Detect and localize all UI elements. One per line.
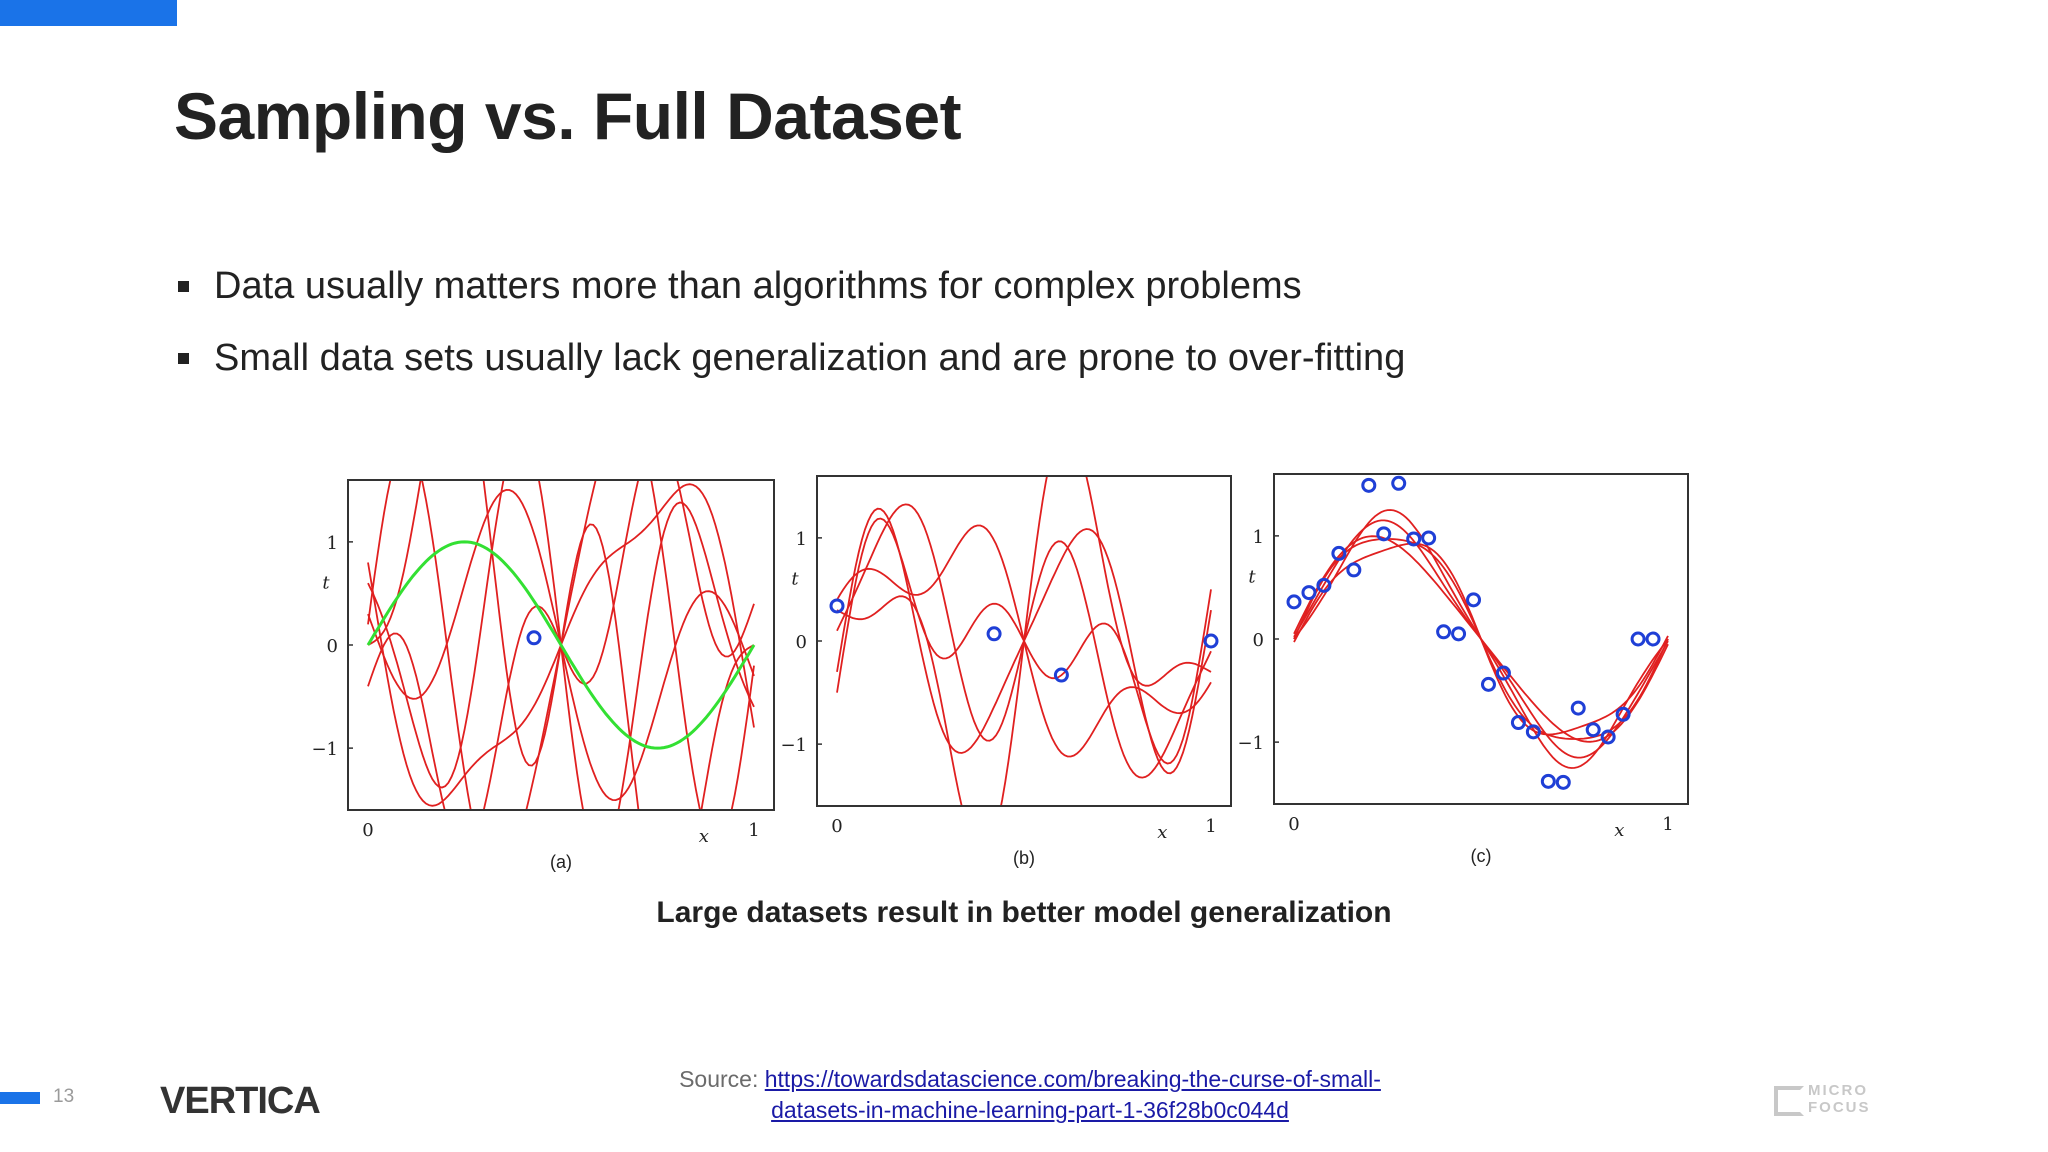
panel-label: (c) <box>1471 846 1492 866</box>
chart-panel: 1 0 −1 t 0 1 x (c) <box>1237 473 1689 866</box>
data-point <box>1451 626 1467 642</box>
x-tick-label: 1 <box>748 820 759 841</box>
data-point <box>1053 667 1069 683</box>
bottom-accent-bar <box>0 1092 40 1104</box>
panel-label: (b) <box>1013 848 1035 868</box>
bullet-item: Small data sets usually lack generalizat… <box>176 334 1876 406</box>
y-axis-label: t <box>791 568 799 589</box>
source-url-line2: datasets-in-machine-learning-part-1-36f2… <box>771 1097 1289 1123</box>
data-point <box>1421 530 1437 546</box>
chart-plot-area <box>366 480 756 810</box>
micro-focus-logo-text: MICRO FOCUS <box>1808 1082 1871 1116</box>
data-point <box>1361 477 1377 493</box>
true-function-curve <box>366 540 756 750</box>
source-citation: Source: https://towardsdatascience.com/b… <box>560 1064 1500 1126</box>
micro-focus-logo-icon <box>1774 1086 1804 1116</box>
data-point <box>1495 665 1511 681</box>
data-point <box>1615 706 1631 722</box>
bullet-text: Small data sets usually lack generalizat… <box>214 337 1406 379</box>
data-point <box>1406 531 1422 547</box>
x-axis-label: x <box>699 826 709 847</box>
page-number: 13 <box>53 1086 75 1107</box>
x-tick-label: 1 <box>1205 816 1216 837</box>
figure-caption: Large datasets result in better model ge… <box>656 896 1392 929</box>
micro-focus-line2: FOCUS <box>1808 1099 1871 1116</box>
fit-curve <box>367 480 755 810</box>
fit-curve <box>836 476 1212 806</box>
x-tick-label: 0 <box>362 820 373 841</box>
y-tick-label: −1 <box>780 735 807 756</box>
data-point <box>1436 624 1452 640</box>
micro-focus-line1: MICRO <box>1808 1082 1868 1099</box>
data-point <box>1570 700 1586 716</box>
data-point <box>1645 631 1661 647</box>
data-point <box>1555 774 1571 790</box>
data-point <box>1301 585 1317 601</box>
curve-fitting-figures: 1 0 −1 t 0 1 x (a) 1 0 −1 t 0 1 x (b) 1 0 −1 t 0 1 x (c) <box>311 473 1689 872</box>
fit-curve <box>1293 509 1669 769</box>
x-tick-label: 0 <box>831 816 842 837</box>
y-tick-label: −1 <box>1237 733 1264 754</box>
data-point <box>1203 633 1219 649</box>
data-point <box>1316 577 1332 593</box>
y-tick-label: 1 <box>327 533 338 554</box>
data-point <box>1480 676 1496 692</box>
bullet-marker-icon <box>178 353 189 364</box>
x-tick-label: 0 <box>1288 814 1299 835</box>
y-tick-label: 1 <box>1253 527 1264 548</box>
data-point <box>1466 592 1482 608</box>
data-point <box>1391 475 1407 491</box>
data-point <box>1540 773 1556 789</box>
y-axis-label: t <box>1248 566 1256 587</box>
chart-panel: 1 0 −1 t 0 1 x (a) <box>311 479 775 872</box>
panel-label: (a) <box>550 852 572 872</box>
y-axis-label: t <box>322 572 330 593</box>
source-label: Source: <box>679 1066 765 1092</box>
y-tick-label: −1 <box>311 739 338 760</box>
top-accent-bar <box>0 0 177 26</box>
data-point <box>1346 562 1362 578</box>
x-axis-label: x <box>1614 820 1624 841</box>
x-tick-label: 1 <box>1662 814 1673 835</box>
data-point <box>1525 724 1541 740</box>
chart-panel: 1 0 −1 t 0 1 x (b) <box>780 475 1232 868</box>
micro-focus-logo: MICRO FOCUS <box>1774 1082 1894 1118</box>
bullet-text: Data usually matters more than algorithm… <box>214 265 1302 307</box>
bullet-marker-icon <box>178 281 189 292</box>
bullet-item: Data usually matters more than algorithm… <box>176 262 1876 334</box>
source-link[interactable]: https://towardsdatascience.com/breaking-… <box>765 1066 1381 1123</box>
data-point <box>1585 722 1601 738</box>
chart-plot-area <box>836 476 1212 806</box>
y-tick-label: 0 <box>1253 630 1264 651</box>
slide-title: Sampling vs. Full Dataset <box>174 79 962 153</box>
x-axis-label: x <box>1157 822 1167 843</box>
data-point <box>1630 631 1646 647</box>
source-url-line1: https://towardsdatascience.com/breaking-… <box>764 1066 1381 1092</box>
chart-plot-area <box>1293 509 1669 769</box>
data-point <box>526 630 542 646</box>
data-point <box>829 598 845 614</box>
y-tick-label: 0 <box>327 636 338 657</box>
data-point <box>1331 545 1347 561</box>
data-point <box>1510 715 1526 731</box>
y-tick-label: 1 <box>796 529 807 550</box>
vertica-logo: VERTICA <box>160 1080 321 1122</box>
data-point <box>1376 526 1392 542</box>
data-point <box>986 626 1002 642</box>
data-point <box>1600 729 1616 745</box>
data-point <box>1286 594 1302 610</box>
bullet-list: Data usually matters more than algorithm… <box>176 262 1876 406</box>
y-tick-label: 0 <box>796 632 807 653</box>
